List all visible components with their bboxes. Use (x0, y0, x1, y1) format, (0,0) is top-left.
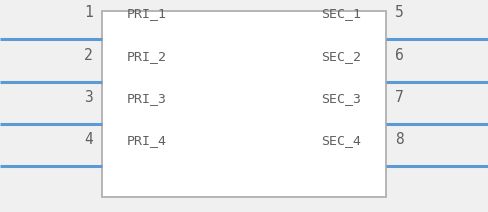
Text: SEC_4: SEC_4 (321, 134, 361, 147)
Bar (102, 11, 386, 197)
Text: PRI_4: PRI_4 (127, 134, 167, 147)
Text: PRI_3: PRI_3 (127, 92, 167, 105)
Text: PRI_1: PRI_1 (127, 7, 167, 20)
Text: 5: 5 (395, 5, 404, 20)
Text: PRI_2: PRI_2 (127, 50, 167, 63)
Text: 8: 8 (395, 132, 404, 147)
Text: 3: 3 (84, 90, 93, 105)
Text: SEC_3: SEC_3 (321, 92, 361, 105)
Text: 7: 7 (395, 90, 404, 105)
Text: 2: 2 (84, 47, 93, 63)
Text: SEC_1: SEC_1 (321, 7, 361, 20)
Text: 4: 4 (84, 132, 93, 147)
Text: SEC_2: SEC_2 (321, 50, 361, 63)
Text: 6: 6 (395, 47, 404, 63)
Text: 1: 1 (84, 5, 93, 20)
